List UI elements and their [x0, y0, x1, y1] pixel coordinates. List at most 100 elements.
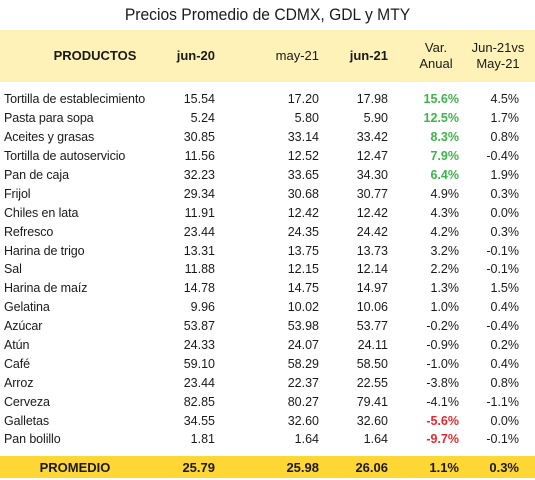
- table-row: Azúcar 53.87 53.98 53.77 -0.2% -0.4%: [0, 317, 535, 336]
- header-jun20: jun-20: [176, 48, 215, 63]
- cell-jun20: 34.55: [183, 413, 215, 428]
- table-row: Atún 24.33 24.07 24.11 -0.9% 0.2%: [0, 336, 535, 355]
- footer-may21: 25.98: [286, 459, 319, 475]
- cell-may21: 17.20: [287, 92, 319, 107]
- cell-product: Pasta para sopa: [4, 111, 94, 126]
- cell-jun21: 24.11: [357, 338, 388, 353]
- cell-jun21-vs-may21: 0.3%: [490, 186, 520, 201]
- cell-may21: 24.07: [287, 338, 319, 353]
- cell-product: Arroz: [4, 375, 34, 390]
- cell-product: Tortilla de autoservicio: [4, 149, 126, 164]
- cell-jun21-vs-may21: -0.4%: [486, 319, 519, 334]
- table-row: Aceites y grasas 30.85 33.14 33.42 8.3% 0.8%: [0, 128, 535, 147]
- cell-may21: 12.42: [287, 205, 319, 220]
- table-row: Tortilla de establecimiento 15.54 17.20 17.…: [0, 90, 535, 109]
- cell-jun20: 11.88: [184, 262, 215, 277]
- cell-jun21: 12.47: [356, 149, 388, 164]
- cell-var-anual: 7.9%: [430, 149, 460, 164]
- table-row: Refresco 23.44 24.35 24.42 4.2% 0.3%: [0, 222, 535, 241]
- table-row: Arroz 23.44 22.37 22.55 -3.8% 0.8%: [0, 373, 535, 392]
- cell-may21: 53.98: [287, 319, 319, 334]
- cell-jun21-vs-may21: 0.2%: [490, 338, 520, 353]
- cell-jun20: 11.56: [184, 149, 215, 164]
- cell-jun20: 13.31: [183, 243, 215, 258]
- cell-jun21-vs-may21: -0.1%: [486, 262, 519, 277]
- cell-var-anual: -1.0%: [426, 356, 459, 371]
- cell-jun21: 32.60: [356, 413, 388, 428]
- cell-var-anual: -9.7%: [426, 432, 459, 447]
- cell-var-anual: 8.3%: [430, 130, 460, 145]
- cell-jun21: 14.97: [356, 281, 388, 296]
- cell-jun20: 23.44: [183, 375, 215, 390]
- table-title: Precios Promedio de CDMX, GDL y MTY: [124, 5, 411, 24]
- cell-jun21: 33.42: [356, 130, 388, 145]
- table-body: Tortilla de establecimiento 15.54 17.20 17.…: [0, 90, 535, 449]
- cell-product: Pan de caja: [4, 168, 69, 182]
- header-vs-line1: Jun-21vs: [471, 40, 525, 55]
- cell-jun21: 24.42: [356, 224, 388, 239]
- cell-product: Chiles en lata: [4, 205, 79, 220]
- cell-var-anual: 3.2%: [430, 243, 460, 258]
- footer-vs: 0.3%: [489, 459, 519, 475]
- cell-product: Galletas: [4, 413, 50, 428]
- cell-jun20: 14.78: [183, 281, 215, 296]
- table-row: Harina de maíz 14.78 14.75 14.97 1.3% 1.5%: [0, 279, 535, 298]
- cell-jun21: 17.98: [356, 92, 388, 107]
- cell-jun21-vs-may21: 0.4%: [490, 356, 520, 371]
- cell-var-anual: -5.6%: [426, 413, 459, 428]
- cell-jun21: 22.55: [356, 375, 388, 390]
- cell-jun20: 32.23: [183, 168, 215, 182]
- cell-product: Harina de maíz: [4, 281, 88, 296]
- cell-jun21: 30.77: [356, 186, 388, 201]
- cell-jun21: 79.41: [356, 394, 388, 409]
- cell-may21: 33.14: [287, 130, 319, 145]
- cell-jun20: 1.81: [190, 432, 215, 447]
- cell-jun20: 82.85: [183, 394, 215, 409]
- cell-jun21-vs-may21: 1.5%: [490, 281, 520, 296]
- cell-jun21: 10.06: [356, 300, 388, 315]
- cell-var-anual: 15.6%: [423, 92, 459, 107]
- cell-var-anual: 4.3%: [430, 205, 460, 220]
- header-vs-line2: May-21: [476, 56, 520, 71]
- cell-jun20: 11.91: [184, 205, 215, 220]
- cell-jun21-vs-may21: 0.0%: [490, 205, 520, 220]
- header-var-line1: Var.: [424, 40, 448, 55]
- footer-var: 1.1%: [429, 459, 459, 475]
- header-jun21: jun-21: [349, 48, 388, 63]
- cell-var-anual: 1.3%: [430, 281, 460, 296]
- cell-jun21-vs-may21: -1.1%: [486, 394, 519, 409]
- cell-jun21-vs-may21: -0.1%: [486, 243, 519, 258]
- cell-product: Refresco: [4, 224, 54, 239]
- cell-jun21-vs-may21: 1.7%: [490, 111, 520, 126]
- cell-may21: 24.35: [287, 224, 319, 239]
- cell-product: Sal: [4, 262, 22, 277]
- cell-jun21-vs-may21: 0.4%: [490, 300, 520, 315]
- cell-product: Café: [4, 356, 31, 371]
- cell-may21: 1.64: [294, 432, 319, 447]
- cell-jun21: 12.14: [356, 262, 388, 277]
- table-row: Cerveza 82.85 80.27 79.41 -4.1% -1.1%: [0, 392, 535, 411]
- cell-var-anual: 4.2%: [430, 224, 460, 239]
- cell-var-anual: -3.8%: [426, 375, 459, 390]
- cell-may21: 22.37: [287, 375, 319, 390]
- table-footer-promedio: PROMEDIO 25.79 25.98 26.06 1.1% 0.3%: [0, 456, 535, 478]
- cell-jun20: 29.34: [183, 186, 215, 201]
- table-row: Sal 11.88 12.15 12.14 2.2% -0.1%: [0, 260, 535, 279]
- cell-var-anual: 6.4%: [430, 168, 460, 182]
- cell-jun20: 30.85: [183, 130, 215, 145]
- cell-jun21-vs-may21: 0.8%: [490, 130, 520, 145]
- table-row: Harina de trigo 13.31 13.75 13.73 3.2% -0.1%: [0, 241, 535, 260]
- cell-jun21: 12.42: [356, 205, 388, 220]
- table-row: Galletas 34.55 32.60 32.60 -5.6% 0.0%: [0, 411, 535, 430]
- cell-jun21-vs-may21: 1.9%: [490, 168, 520, 182]
- cell-var-anual: -4.1%: [426, 394, 459, 409]
- cell-product: Tortilla de establecimiento: [4, 92, 146, 107]
- cell-jun21: 5.90: [363, 111, 388, 126]
- cell-jun20: 15.54: [183, 92, 215, 107]
- cell-may21: 12.15: [287, 262, 319, 277]
- footer-label: PROMEDIO: [39, 459, 111, 475]
- table-row: Tortilla de autoservicio 11.56 12.52 12.47 7…: [0, 147, 535, 166]
- cell-jun21-vs-may21: 0.8%: [490, 375, 520, 390]
- header-var-anual: Var. Anual: [408, 30, 464, 82]
